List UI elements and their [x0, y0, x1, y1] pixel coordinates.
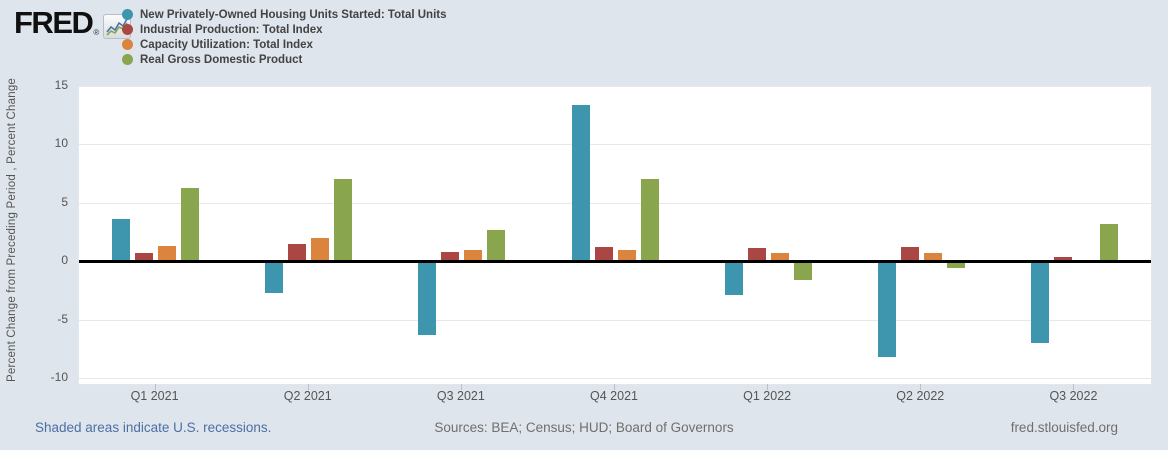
- bar-series3-q2-2022[interactable]: [923, 253, 942, 262]
- x-tick-label: Q1 2022: [743, 389, 792, 403]
- bar-series4-q1-2022[interactable]: [793, 261, 812, 280]
- y-tick-label: 5: [61, 194, 68, 209]
- fred-logo-text: FRED: [14, 5, 94, 40]
- bar-series1-q3-2022[interactable]: [1030, 261, 1049, 344]
- bar-series4-q4-2021[interactable]: [640, 179, 659, 262]
- sources-text: Sources: BEA; Census; HUD; Board of Gove…: [434, 420, 734, 435]
- zero-axis-line: [79, 260, 1151, 264]
- bar-series2-q4-2021[interactable]: [594, 247, 613, 262]
- recession-note-link[interactable]: Shaded areas indicate U.S. recessions.: [35, 420, 272, 435]
- bar-series2-q3-2022[interactable]: [1053, 256, 1072, 262]
- bar-series2-q1-2022[interactable]: [747, 248, 766, 262]
- y-axis-title: Percent Change from Preceding Period , P…: [6, 77, 18, 383]
- y-tick-label: -10: [50, 370, 68, 385]
- x-tick-mark: [767, 384, 769, 390]
- x-tick-label: Q1 2021: [130, 389, 179, 403]
- y-tick-label: -5: [57, 311, 68, 326]
- x-tick-mark: [307, 384, 309, 390]
- gridline: [79, 86, 1151, 87]
- legend-label: Capacity Utilization: Total Index: [140, 38, 313, 51]
- bar-series1-q3-2021[interactable]: [418, 261, 437, 335]
- bar-series4-q1-2021[interactable]: [181, 187, 200, 262]
- bar-series4-q3-2021[interactable]: [487, 229, 506, 262]
- legend-item-4[interactable]: Real Gross Domestic Product: [122, 52, 447, 67]
- x-tick-mark: [1073, 384, 1075, 390]
- x-tick-label: Q4 2021: [590, 389, 638, 403]
- legend-label: Real Gross Domestic Product: [140, 53, 303, 66]
- legend-dot-icon: [122, 9, 133, 20]
- bar-series1-q2-2021[interactable]: [265, 261, 284, 293]
- legend-item-3[interactable]: Capacity Utilization: Total Index: [122, 37, 447, 52]
- bar-series2-q1-2021[interactable]: [135, 253, 154, 262]
- footer: Shaded areas indicate U.S. recessions. S…: [0, 420, 1168, 438]
- gridline: [79, 144, 1151, 146]
- bar-series1-q1-2021[interactable]: [112, 219, 131, 262]
- gridline: [79, 378, 1151, 380]
- registered-mark: ®: [93, 28, 100, 37]
- bar-series2-q3-2021[interactable]: [441, 251, 460, 262]
- legend-dot-icon: [122, 54, 133, 65]
- bar-series3-q4-2021[interactable]: [617, 249, 636, 262]
- bar-series1-q1-2022[interactable]: [724, 261, 743, 296]
- x-tick-mark: [920, 384, 922, 390]
- gridline: [79, 319, 1151, 321]
- legend-dot-icon: [122, 24, 133, 35]
- bar-series4-q3-2022[interactable]: [1099, 223, 1118, 262]
- fred-logo[interactable]: FRED ®: [14, 5, 132, 40]
- x-tick-mark: [154, 384, 156, 390]
- bar-series2-q2-2022[interactable]: [900, 247, 919, 262]
- legend-label: Industrial Production: Total Index: [140, 23, 323, 36]
- plot-area: [78, 85, 1152, 385]
- y-tick-label: 0: [61, 253, 68, 268]
- bar-series3-q1-2021[interactable]: [158, 246, 177, 262]
- x-tick-mark: [460, 384, 462, 390]
- bar-series3-q3-2021[interactable]: [464, 249, 483, 262]
- bar-series2-q2-2021[interactable]: [288, 243, 307, 262]
- bar-series4-q2-2021[interactable]: [334, 179, 353, 262]
- x-tick-label: Q3 2022: [1049, 389, 1098, 403]
- legend: New Privately-Owned Housing Units Starte…: [122, 7, 447, 67]
- legend-item-2[interactable]: Industrial Production: Total Index: [122, 22, 447, 37]
- bar-series4-q2-2022[interactable]: [946, 261, 965, 269]
- y-tick-label: 10: [54, 136, 68, 151]
- bar-series1-q4-2021[interactable]: [571, 104, 590, 262]
- y-tick-label: 15: [54, 78, 68, 92]
- legend-item-1[interactable]: New Privately-Owned Housing Units Starte…: [122, 7, 447, 22]
- bar-series3-q2-2021[interactable]: [311, 237, 330, 262]
- x-tick-label: Q3 2021: [436, 389, 485, 403]
- site-text: fred.stlouisfed.org: [1010, 420, 1118, 435]
- bar-series3-q1-2022[interactable]: [770, 253, 789, 262]
- x-tick-label: Q2 2021: [283, 389, 332, 403]
- x-tick-mark: [614, 384, 615, 390]
- bar-series1-q2-2022[interactable]: [877, 261, 896, 358]
- legend-dot-icon: [122, 39, 133, 50]
- x-tick-label: Q2 2022: [896, 389, 945, 403]
- gridline: [79, 202, 1151, 204]
- legend-label: New Privately-Owned Housing Units Starte…: [140, 8, 447, 21]
